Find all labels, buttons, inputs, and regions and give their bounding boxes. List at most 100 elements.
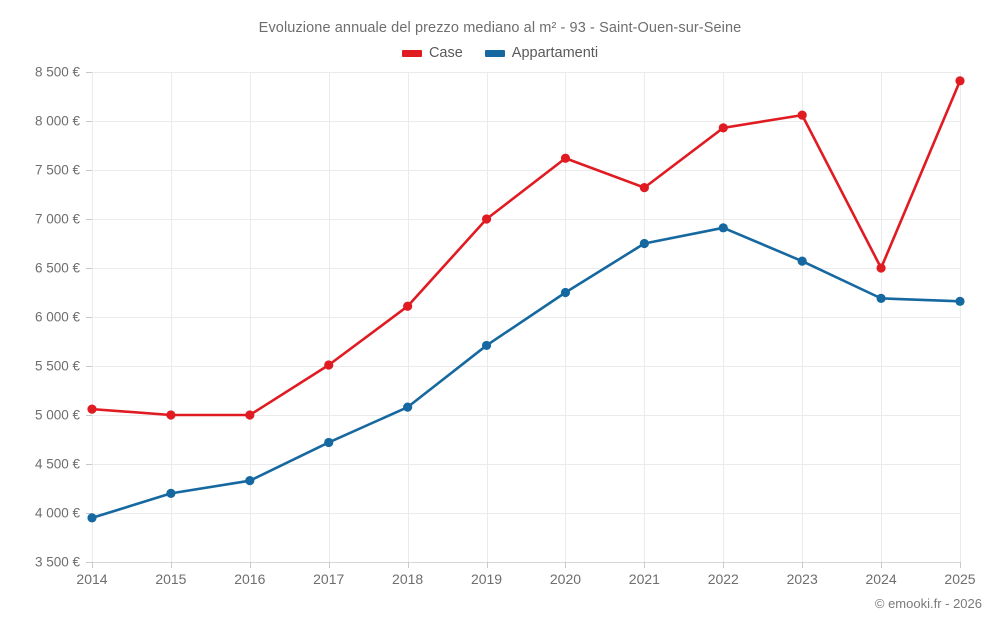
- data-point[interactable]: 2022 — Appartamenti: 6910 €: [718, 223, 728, 233]
- gridline-vertical: [644, 72, 646, 562]
- data-point[interactable]: 2015 — Appartamenti: 4200 €: [166, 488, 176, 498]
- y-axis-tick: [86, 464, 92, 465]
- data-point[interactable]: 2014 — Case: 5060 €: [87, 404, 97, 414]
- y-axis-label: 3 500 €: [34, 554, 80, 570]
- x-axis-label: 2020: [549, 571, 582, 587]
- data-point[interactable]: 2020 — Case: 7620 €: [560, 153, 571, 163]
- legend-item-case[interactable]: Case: [401, 45, 463, 61]
- legend-label: Case: [428, 45, 463, 61]
- data-point[interactable]: 2023 — Case: 8060 €: [797, 110, 807, 120]
- x-axis-tick: [486, 562, 488, 568]
- data-point[interactable]: 2014 — Appartamenti: 3950 €: [87, 513, 97, 523]
- gridline-vertical: [723, 72, 725, 562]
- x-axis-tick: [644, 562, 646, 568]
- y-axis-label: 7 500 €: [34, 162, 80, 178]
- gridline-vertical: [960, 72, 961, 562]
- y-axis-label: 8 500 €: [34, 64, 80, 80]
- gridline-horizontal: [92, 268, 960, 269]
- x-axis-tick: [565, 562, 567, 568]
- legend-swatch-icon: [401, 49, 422, 57]
- gridline-horizontal: [92, 513, 960, 514]
- gridline-vertical: [565, 72, 567, 562]
- y-axis-tick: [86, 415, 92, 416]
- x-axis-label: 2016: [234, 571, 266, 587]
- data-point[interactable]: 2019 — Appartamenti: 5710 €: [481, 340, 492, 351]
- legend-item-appartamenti[interactable]: Appartamenti: [484, 45, 599, 61]
- x-axis-label: 2021: [628, 571, 660, 587]
- x-axis-label: 2017: [313, 571, 345, 587]
- x-axis-label: 2024: [865, 571, 897, 587]
- y-axis-label: 5 000 €: [34, 407, 80, 423]
- data-point[interactable]: 2021 — Case: 7320 €: [639, 183, 649, 193]
- gridline-horizontal: [92, 72, 960, 73]
- y-axis-tick: [86, 121, 92, 122]
- y-axis-label: 4 000 €: [34, 505, 80, 521]
- x-axis-tick: [723, 562, 725, 568]
- x-axis-tick: [328, 562, 330, 568]
- series-line: [90, 79, 962, 417]
- gridline-vertical: [802, 72, 804, 562]
- gridline-vertical: [170, 72, 172, 562]
- series-line: [90, 226, 962, 520]
- x-axis-tick: [249, 562, 251, 568]
- x-axis-label: 2015: [155, 571, 187, 587]
- y-axis-tick: [86, 219, 92, 220]
- legend-label: Appartamenti: [511, 45, 599, 61]
- data-point[interactable]: 2018 — Case: 6110 €: [403, 301, 413, 311]
- data-point[interactable]: 2025 — Case: 8410 €: [955, 76, 965, 86]
- data-point[interactable]: 2017 — Case: 5510 €: [324, 360, 334, 370]
- x-axis-tick: [881, 562, 883, 568]
- gridline-horizontal: [92, 219, 960, 220]
- y-axis-label: 6 000 €: [34, 309, 80, 325]
- y-axis-label: 6 500 €: [34, 260, 80, 276]
- gridline-horizontal: [92, 170, 960, 171]
- gridline-horizontal: [92, 121, 960, 122]
- chart-title: Evoluzione annuale del prezzo mediano al…: [258, 20, 742, 36]
- y-axis-tick: [86, 170, 92, 171]
- gridline-vertical: [92, 72, 93, 562]
- gridline-vertical: [249, 72, 251, 562]
- x-axis-label: 2022: [707, 571, 739, 587]
- chart-legend: Case Appartamenti: [0, 46, 1000, 61]
- data-point[interactable]: 2024 — Appartamenti: 6190 €: [876, 293, 886, 303]
- data-point[interactable]: 2021 — Appartamenti: 6750 €: [639, 238, 649, 249]
- x-axis-label: 2019: [470, 571, 503, 587]
- data-point[interactable]: 2023 — Appartamenti: 6570 €: [797, 256, 807, 266]
- y-axis-label: 4 500 €: [34, 456, 80, 472]
- x-axis-label: 2014: [76, 571, 108, 587]
- gridline-horizontal: [92, 464, 960, 465]
- x-axis-label: 2023: [786, 571, 818, 587]
- data-point[interactable]: 2017 — Appartamenti: 4720 €: [324, 437, 334, 448]
- gridline-vertical: [328, 72, 330, 562]
- x-axis-tick: [92, 562, 93, 568]
- y-axis-tick: [86, 72, 92, 73]
- x-axis-tick: [802, 562, 804, 568]
- data-point[interactable]: 2016 — Appartamenti: 4330 €: [245, 476, 255, 486]
- y-axis-tick: [86, 562, 92, 563]
- x-axis-line: [92, 562, 960, 563]
- x-axis-label: 2018: [392, 571, 424, 587]
- data-point[interactable]: 2018 — Appartamenti: 5080 €: [403, 402, 413, 412]
- data-point[interactable]: 2022 — Case: 7930 €: [718, 123, 728, 133]
- y-axis-tick: [86, 366, 92, 367]
- y-axis-tick: [86, 513, 92, 514]
- gridline-vertical: [407, 72, 409, 562]
- y-axis-label: 5 500 €: [34, 358, 80, 374]
- footer-credit: © emooki.fr - 2026: [874, 596, 982, 611]
- gridline-horizontal: [92, 415, 960, 416]
- x-axis-tick: [170, 562, 172, 568]
- gridline-vertical: [881, 72, 883, 562]
- data-point[interactable]: 2025 — Appartamenti: 6160 €: [955, 296, 965, 306]
- data-point[interactable]: 2020 — Appartamenti: 6250 €: [560, 287, 571, 298]
- x-axis-tick: [960, 562, 961, 568]
- y-axis-tick: [86, 268, 92, 269]
- legend-swatch-icon: [484, 49, 505, 57]
